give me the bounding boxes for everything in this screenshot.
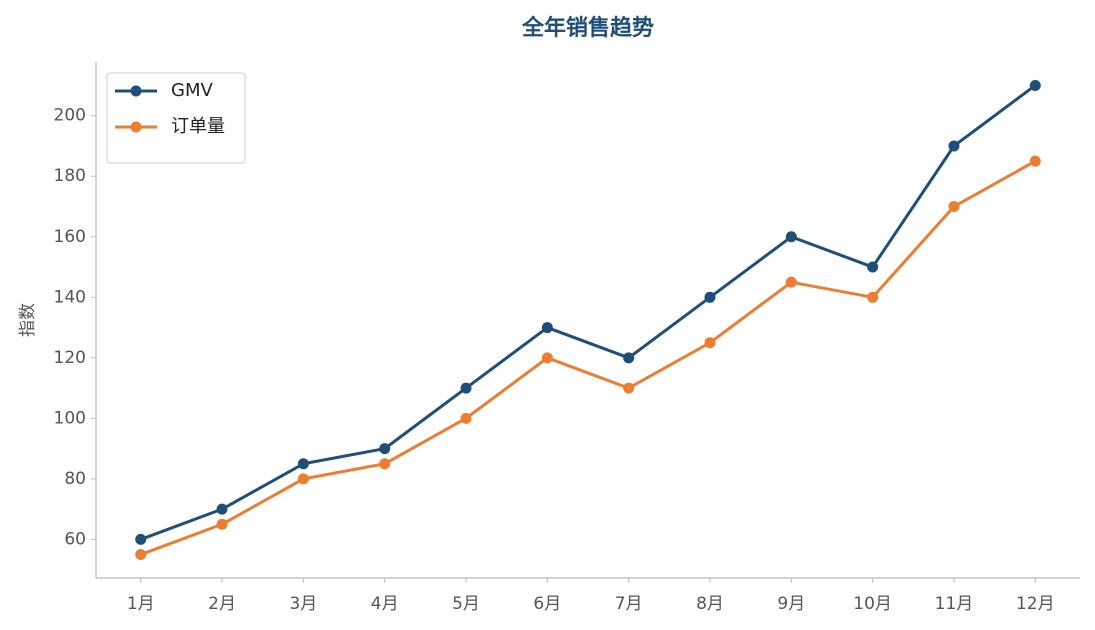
y-axis-label: 指数 [18, 303, 38, 337]
point [379, 458, 391, 470]
point [1029, 79, 1041, 91]
point [541, 352, 553, 364]
point [1029, 155, 1041, 167]
point [216, 503, 228, 515]
x-tick-label: 2月 [208, 594, 236, 614]
point [948, 201, 960, 213]
y-tick-label: 180 [54, 166, 86, 186]
legend-text: 订单量 [171, 116, 225, 137]
x-tick-label: 10月 [853, 594, 892, 614]
y-tick-label: 140 [54, 287, 86, 307]
series-line [140, 159, 1037, 556]
x-tick-label: 7月 [615, 594, 643, 614]
x-tick-label: 6月 [533, 594, 561, 614]
y-tick-label: 60 [64, 529, 86, 549]
legend-marker [130, 85, 142, 97]
x-tick-label: 4月 [371, 594, 399, 614]
point [460, 412, 472, 424]
y-tick-label: 100 [54, 408, 86, 428]
point [297, 458, 309, 470]
legend-box [106, 72, 246, 164]
point [135, 549, 147, 561]
y-tick-label: 200 [54, 106, 86, 126]
point [216, 518, 228, 530]
series-line [140, 84, 1037, 541]
point [704, 337, 716, 349]
y-tick-label: 120 [54, 348, 86, 368]
legend-text: GMV [171, 80, 213, 101]
x-tick-label: 11月 [935, 594, 974, 614]
x-tick-label: 5月 [452, 594, 480, 614]
point [948, 140, 960, 152]
point [297, 473, 309, 485]
point [379, 443, 391, 455]
x-tick-label: 9月 [777, 594, 805, 614]
x-tick-label: 1月 [127, 594, 155, 614]
point [785, 276, 797, 288]
point [623, 382, 635, 394]
y-tick-label: 80 [64, 469, 86, 489]
point [867, 291, 879, 303]
y-tick-label: 160 [54, 227, 86, 247]
x-tick-label: 3月 [289, 594, 317, 614]
point [867, 261, 879, 273]
point [704, 291, 716, 303]
legend-marker [130, 121, 142, 133]
point [785, 231, 797, 243]
point [623, 352, 635, 364]
chart-title: 全年销售趋势 [521, 15, 654, 41]
x-tick-label: 8月 [696, 594, 724, 614]
x-tick-label: 12月 [1016, 594, 1055, 614]
point [460, 382, 472, 394]
point [541, 322, 553, 334]
point [135, 533, 147, 545]
